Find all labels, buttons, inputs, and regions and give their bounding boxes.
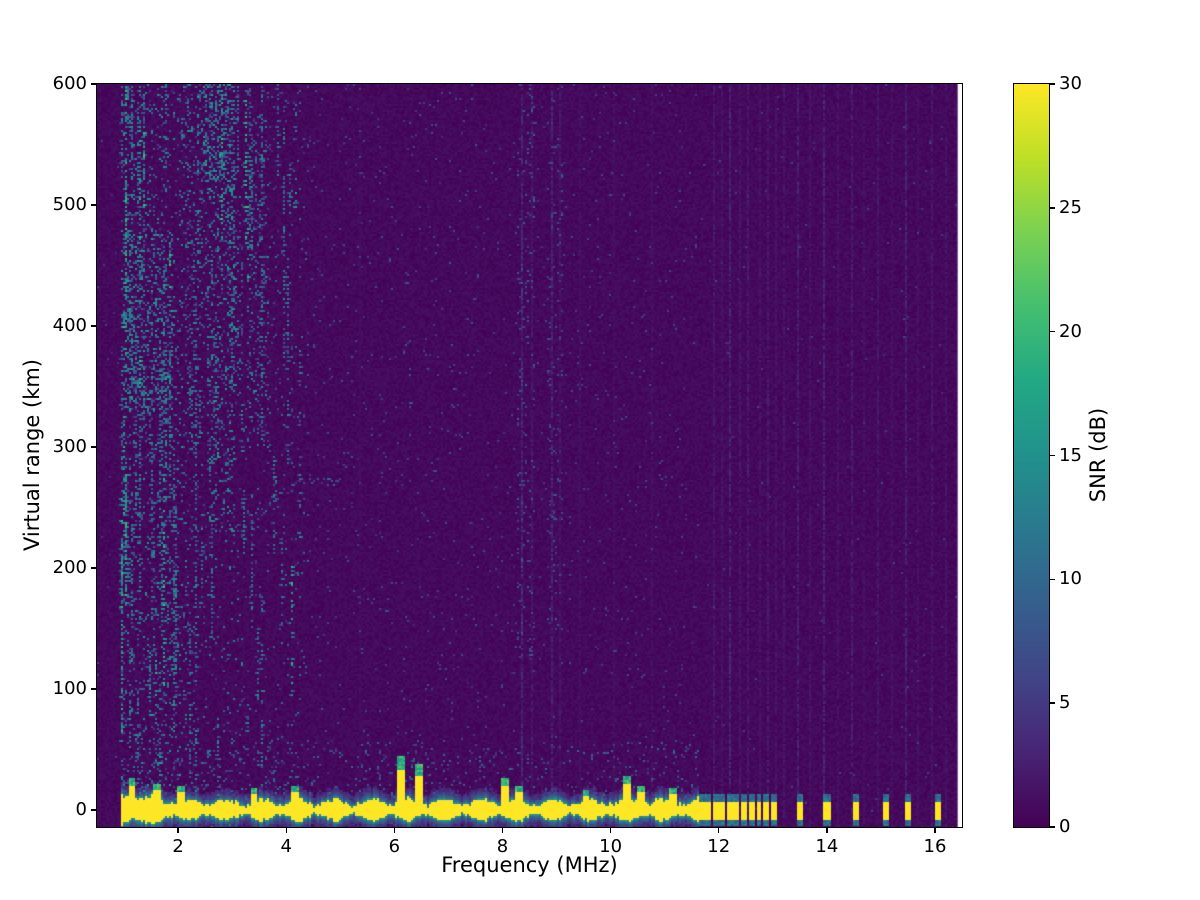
colorbar-tick-label: 20 (1059, 320, 1082, 342)
colorbar-tick-label: 25 (1059, 196, 1082, 218)
y-tick-mark (91, 83, 96, 85)
colorbar-tick-label: 15 (1059, 444, 1082, 466)
x-tick-label: 4 (280, 836, 292, 857)
colorbar-tick-label: 10 (1059, 568, 1082, 590)
x-tick-mark (177, 828, 179, 833)
x-tick-mark (393, 828, 396, 833)
x-tick-label: 12 (707, 836, 731, 857)
y-tick-label: 500 (52, 194, 87, 215)
colorbar-tick-mark (1050, 207, 1055, 209)
x-tick-mark (609, 828, 612, 833)
y-tick-label: 600 (52, 73, 87, 94)
colorbar-tick-mark (1050, 330, 1055, 333)
plot-area (96, 83, 963, 828)
heatmap-canvas (97, 84, 962, 827)
x-tick-label: 16 (923, 836, 947, 857)
y-tick-label: 200 (52, 557, 87, 579)
colorbar-tick-mark (1050, 578, 1055, 581)
y-tick-label: 100 (52, 678, 87, 700)
y-tick-label: 400 (52, 315, 87, 337)
colorbar-tick-mark (1050, 702, 1055, 704)
x-tick-label: 6 (388, 836, 401, 857)
x-tick-mark (934, 828, 936, 833)
y-tick-mark (91, 688, 96, 690)
colorbar-tick-label: 0 (1059, 816, 1071, 837)
x-tick-mark (826, 828, 828, 833)
colorbar-tick-label: 30 (1059, 73, 1082, 94)
x-axis-label: Frequency (MHz) (441, 853, 618, 877)
y-tick-mark (91, 204, 96, 206)
x-tick-label: 14 (815, 836, 839, 857)
x-tick-label: 2 (172, 836, 184, 857)
x-tick-mark (285, 828, 287, 833)
x-tick-mark (501, 828, 504, 833)
y-tick-mark (91, 809, 96, 811)
y-tick-label: 0 (75, 799, 87, 821)
y-tick-label: 300 (52, 436, 87, 458)
y-tick-mark (91, 325, 96, 327)
x-tick-label: 8 (496, 836, 509, 857)
colorbar (1013, 83, 1050, 828)
x-tick-mark (718, 828, 720, 833)
colorbar-tick-mark (1050, 826, 1055, 828)
colorbar-tick-mark (1050, 454, 1055, 457)
colorbar-tick-mark (1050, 83, 1055, 85)
x-tick-label: 10 (599, 836, 623, 857)
y-tick-mark (91, 446, 96, 448)
colorbar-tick-label: 5 (1059, 692, 1071, 714)
y-tick-mark (91, 567, 96, 569)
